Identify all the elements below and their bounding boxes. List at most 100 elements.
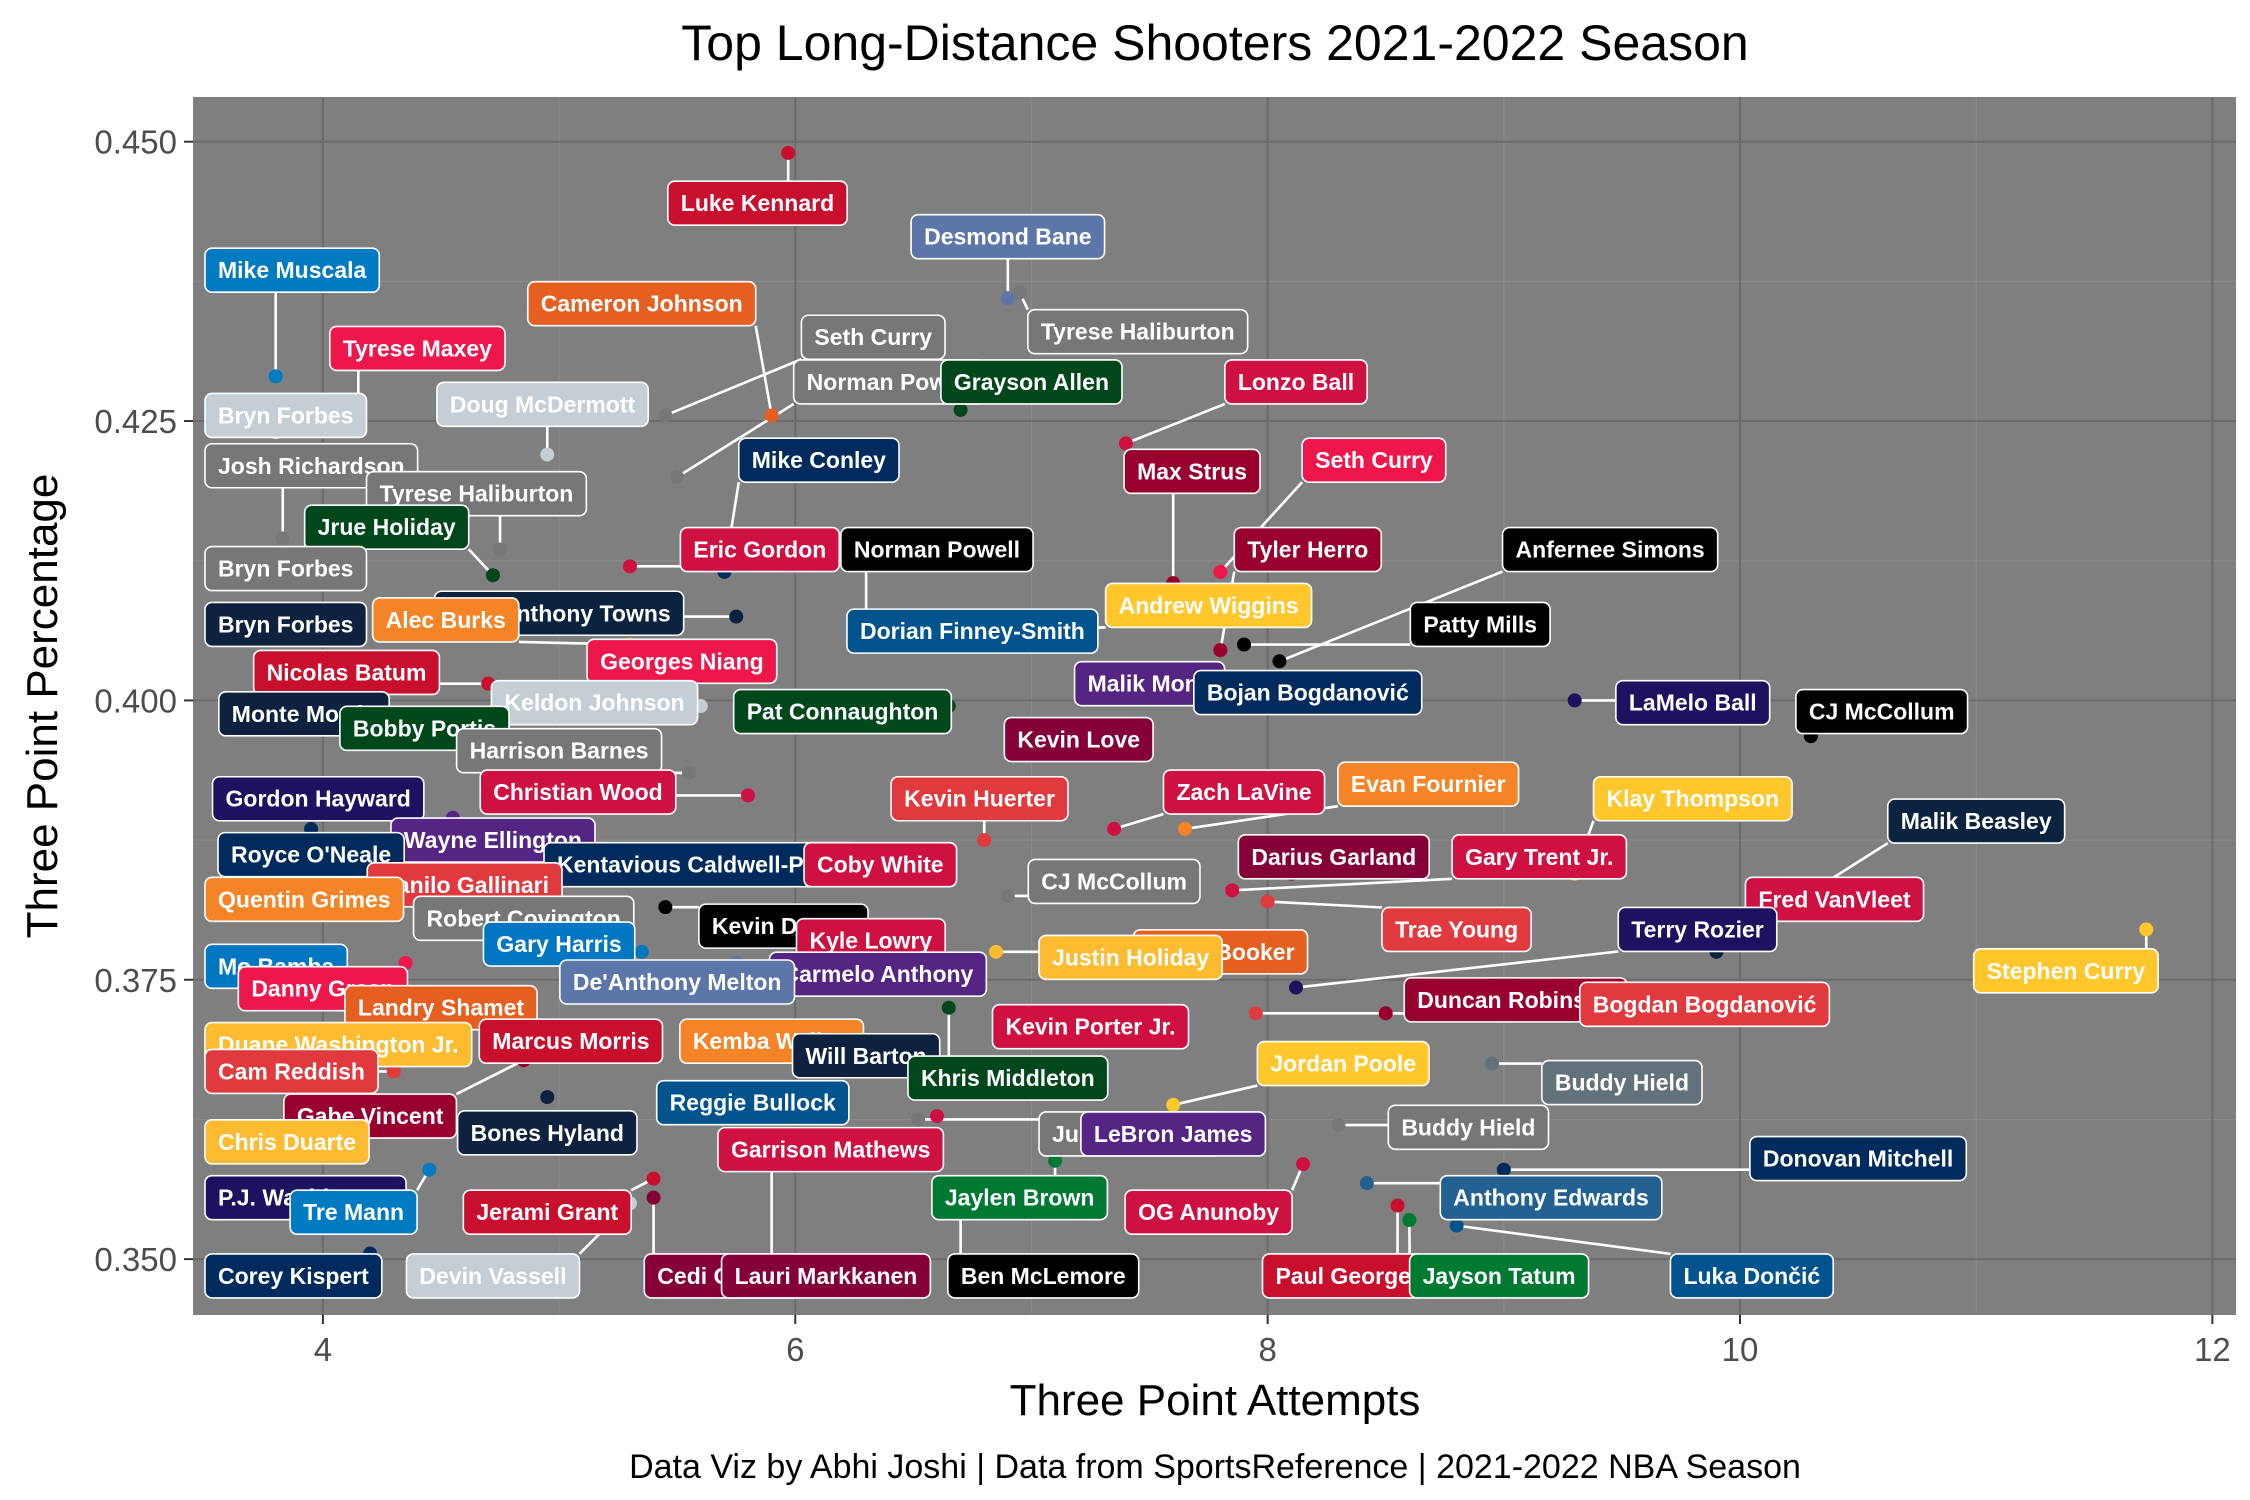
point-label: Harrison Barnes bbox=[455, 727, 663, 774]
data-point bbox=[1107, 821, 1122, 836]
point-label-text: Corey Kispert bbox=[218, 1263, 369, 1289]
point-label-text: Bojan Bogdanović bbox=[1207, 680, 1409, 706]
point-label: Bryn Forbes bbox=[204, 545, 368, 592]
point-label-box bbox=[204, 392, 368, 439]
point-label-text: Carmelo Anthony bbox=[783, 961, 974, 987]
point-label: Malik Monk bbox=[1073, 660, 1226, 707]
data-point bbox=[1248, 1006, 1263, 1021]
point-label: Jrue Holiday bbox=[303, 504, 470, 551]
point-label: Josh Richardson bbox=[204, 442, 419, 489]
point-label: Nicolas Batum bbox=[252, 649, 441, 696]
point-label-box bbox=[405, 1253, 581, 1299]
data-point bbox=[1331, 1118, 1346, 1133]
y-tick-label: 0.450 bbox=[94, 124, 177, 161]
point-label: Garrison Mathews bbox=[717, 1126, 945, 1173]
point-label: Royce O'Neale bbox=[217, 831, 405, 878]
point-label-box bbox=[204, 1118, 370, 1165]
data-point bbox=[1213, 564, 1228, 579]
point-label-box bbox=[666, 180, 848, 226]
data-point bbox=[670, 469, 685, 484]
point-label-box bbox=[1501, 526, 1719, 573]
data-point bbox=[275, 531, 290, 546]
point-label-box bbox=[1233, 526, 1383, 573]
point-label: Tyrese Haliburton bbox=[1027, 308, 1249, 355]
point-label: Darius Garland bbox=[1237, 834, 1431, 880]
point-label-text: Keldon Johnson bbox=[504, 690, 684, 716]
point-label-box bbox=[1381, 906, 1532, 953]
point-label: OG Anunoby bbox=[1124, 1189, 1293, 1235]
point-label: Corey Kispert bbox=[204, 1253, 383, 1299]
data-point bbox=[1359, 1176, 1374, 1191]
point-label: Patty Mills bbox=[1409, 601, 1551, 648]
point-label: Gordon Hayward bbox=[211, 775, 425, 822]
data-point bbox=[1166, 1097, 1181, 1112]
x-tick-label: 10 bbox=[1722, 1331, 1759, 1368]
point-label-box bbox=[204, 601, 368, 648]
point-label-text: Will Barton bbox=[806, 1043, 927, 1069]
point-label-text: Tre Mann bbox=[303, 1199, 404, 1225]
point-label-box bbox=[1162, 769, 1326, 815]
point-label: Tre Mann bbox=[289, 1189, 418, 1235]
point-label-text: Seth Curry bbox=[814, 324, 932, 350]
point-label: Mike Conley bbox=[737, 437, 900, 483]
point-label: Luke Kennard bbox=[666, 180, 848, 226]
y-tick-label: 0.350 bbox=[94, 1241, 177, 1278]
data-point bbox=[1048, 1153, 1063, 1168]
point-label-box bbox=[947, 1253, 1140, 1299]
point-label-text: Grayson Allen bbox=[954, 369, 1109, 395]
point-label-box bbox=[840, 526, 1034, 573]
point-label: Chris Duarte bbox=[204, 1118, 370, 1165]
point-label: Eric Gordon bbox=[679, 526, 841, 573]
point-label-text: Bogdan Bogdanović bbox=[1593, 991, 1817, 1017]
data-point bbox=[540, 447, 555, 462]
point-label-text: Lonzo Ball bbox=[1238, 369, 1354, 395]
point-label-text: OG Anunoby bbox=[1138, 1199, 1279, 1225]
point-label: Georges Niang bbox=[586, 638, 778, 685]
point-label: Klay Thompson bbox=[1592, 775, 1793, 822]
point-label-box bbox=[803, 841, 958, 888]
point-label-box bbox=[204, 545, 368, 592]
x-axis-ticks: 4 6 8 10 12 bbox=[314, 1315, 2231, 1368]
point-label-text: Tyrese Haliburton bbox=[380, 481, 574, 507]
x-tick-label: 4 bbox=[314, 1331, 332, 1368]
leader-line bbox=[1232, 877, 1453, 892]
leader-line bbox=[1172, 1084, 1258, 1107]
point-label: Ben McLemore bbox=[947, 1253, 1140, 1299]
point-label-box bbox=[1027, 858, 1201, 905]
point-label: Pat Connaughton bbox=[732, 688, 953, 735]
point-labels: Luke Kennard Desmond Bane Mike Muscala Came… bbox=[204, 180, 2159, 1299]
point-label: Malik Beasley bbox=[1886, 798, 2066, 844]
point-label-box bbox=[1003, 716, 1154, 763]
data-point bbox=[493, 542, 508, 557]
point-label-text: Tyrese Maxey bbox=[343, 335, 492, 361]
data-point bbox=[1260, 894, 1275, 909]
data-point bbox=[989, 944, 1004, 959]
point-label-box bbox=[940, 359, 1123, 405]
point-label: Evan Fournier bbox=[1337, 761, 1520, 808]
point-label-text: Zach LaVine bbox=[1176, 779, 1311, 805]
point-label-text: Garrison Mathews bbox=[731, 1137, 930, 1163]
point-label-text: Bryn Forbes bbox=[218, 402, 353, 428]
point-label: CJ McCollum bbox=[1027, 858, 1201, 905]
point-label-box bbox=[1744, 876, 1925, 923]
data-point bbox=[1225, 883, 1240, 898]
data-point bbox=[386, 1064, 401, 1079]
data-point bbox=[929, 1109, 944, 1124]
point-label-text: Luka Dončić bbox=[1683, 1263, 1820, 1289]
point-label-text: Luke Kennard bbox=[681, 190, 834, 216]
point-label-text: Jerami Grant bbox=[476, 1199, 618, 1225]
point-label-box bbox=[204, 876, 405, 923]
point-label: Cameron Johnson bbox=[526, 280, 757, 327]
point-label-box bbox=[490, 679, 699, 726]
point-label-text: Jordan Poole bbox=[1270, 1051, 1416, 1077]
point-label-box bbox=[303, 504, 470, 551]
point-label-text: Fred VanVleet bbox=[1758, 886, 1910, 912]
leader-line bbox=[1125, 402, 1226, 445]
point-label-text: Alec Burks bbox=[386, 607, 506, 633]
point-label: Seth Curry bbox=[1301, 437, 1447, 483]
leader-line bbox=[1267, 900, 1383, 909]
point-label-text: De'Anthony Melton bbox=[573, 969, 782, 995]
data-point bbox=[1118, 436, 1133, 451]
point-label-text: Gordon Hayward bbox=[226, 786, 411, 812]
